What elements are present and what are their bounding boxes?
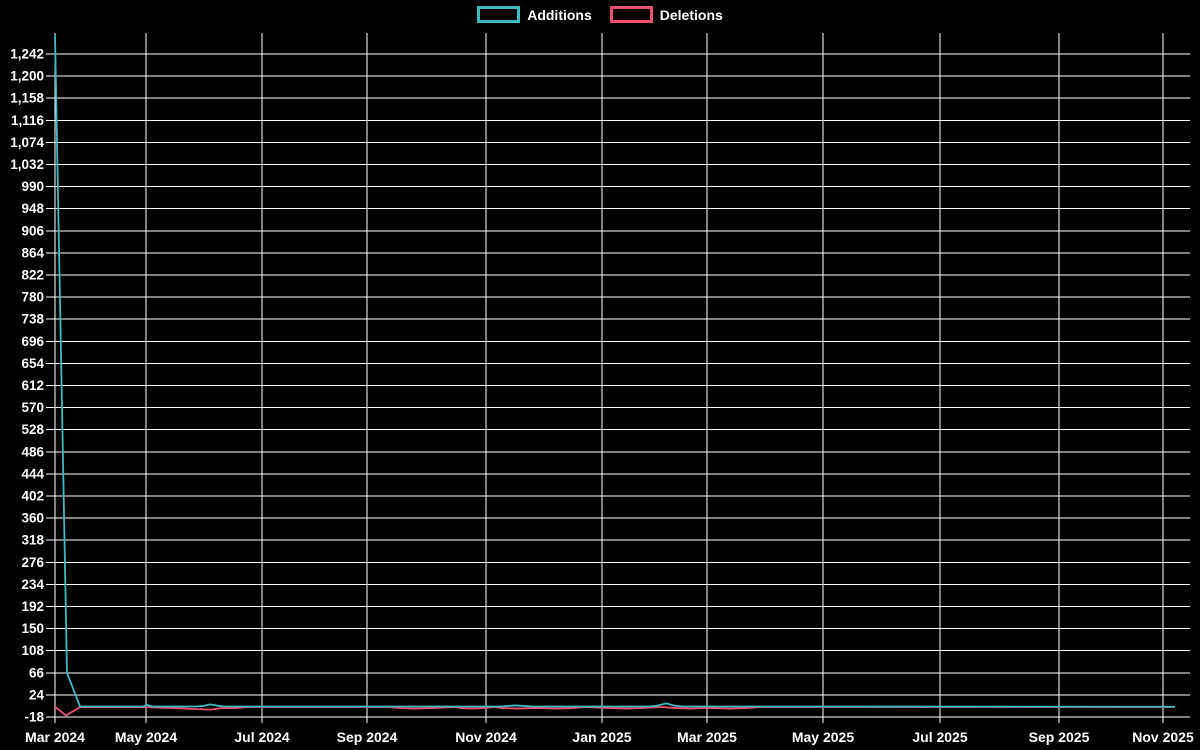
y-axis-tick-label: 1,032 — [10, 157, 44, 172]
x-axis-tick-label: Nov 2024 — [455, 729, 517, 745]
y-axis-tick-label: 108 — [21, 643, 44, 658]
y-axis-tick-label: 486 — [21, 444, 44, 459]
legend-label-additions: Additions — [527, 6, 592, 23]
y-axis-tick-label: 738 — [21, 312, 44, 327]
y-axis-tick-label: 570 — [21, 400, 44, 415]
y-axis-tick-label: 780 — [21, 290, 44, 305]
y-axis-tick-label: 1,158 — [10, 91, 44, 106]
y-axis-tick-label: 906 — [21, 223, 44, 238]
x-axis-tick-label: Nov 2025 — [1132, 729, 1194, 745]
series-line-deletions — [54, 706, 1175, 717]
x-axis-tick-label: Sep 2024 — [337, 729, 398, 745]
x-axis-tick-label: May 2024 — [115, 729, 177, 745]
y-axis-tick-label: 1,074 — [10, 135, 44, 150]
y-axis-tick-label: 66 — [29, 665, 45, 680]
chart-legend: Additions Deletions — [0, 6, 1200, 23]
y-axis-tick-label: 1,242 — [10, 47, 44, 62]
x-axis-tick-label: Jul 2024 — [234, 729, 289, 745]
y-axis-tick-label: 654 — [21, 356, 44, 371]
x-axis-tick-label: May 2025 — [792, 729, 854, 745]
y-axis-tick-label: 276 — [21, 555, 44, 570]
additions-swatch-icon — [477, 6, 521, 23]
y-axis-tick-label: 528 — [21, 422, 44, 437]
y-axis-tick-label: 24 — [29, 687, 45, 702]
y-axis-tick-label: 990 — [21, 179, 44, 194]
series-line-additions — [54, 35, 1176, 708]
y-axis-tick-label: 1,116 — [11, 113, 45, 128]
x-axis-tick-label: Mar 2025 — [677, 729, 737, 745]
legend-item-additions[interactable]: Additions — [477, 6, 592, 23]
y-axis-tick-label: 696 — [21, 334, 44, 349]
x-axis-tick-label: Jul 2025 — [912, 729, 967, 745]
y-axis-tick-label: 402 — [21, 489, 44, 504]
y-axis-tick-label: -18 — [24, 710, 44, 725]
y-axis-tick-label: 822 — [21, 268, 44, 283]
y-axis-tick-label: 612 — [21, 378, 44, 393]
x-axis-tick-label: Mar 2024 — [25, 729, 85, 745]
y-axis-tick-label: 864 — [21, 245, 44, 260]
y-axis-tick-label: 948 — [21, 201, 44, 216]
x-axis-tick-label: Sep 2025 — [1029, 729, 1090, 745]
legend-label-deletions: Deletions — [659, 6, 723, 23]
y-axis-tick-label: 192 — [21, 599, 44, 614]
x-axis-tick-label: Jan 2025 — [572, 729, 631, 745]
y-axis-tick-label: 444 — [21, 466, 44, 481]
deletions-swatch-icon — [609, 6, 653, 23]
legend-item-deletions[interactable]: Deletions — [609, 6, 723, 23]
y-axis-tick-label: 1,200 — [10, 69, 44, 84]
y-axis-tick-label: 360 — [21, 511, 44, 526]
y-axis-tick-label: 150 — [21, 621, 44, 636]
y-axis-tick-label: 318 — [21, 533, 44, 548]
y-axis-tick-label: 234 — [21, 577, 44, 592]
